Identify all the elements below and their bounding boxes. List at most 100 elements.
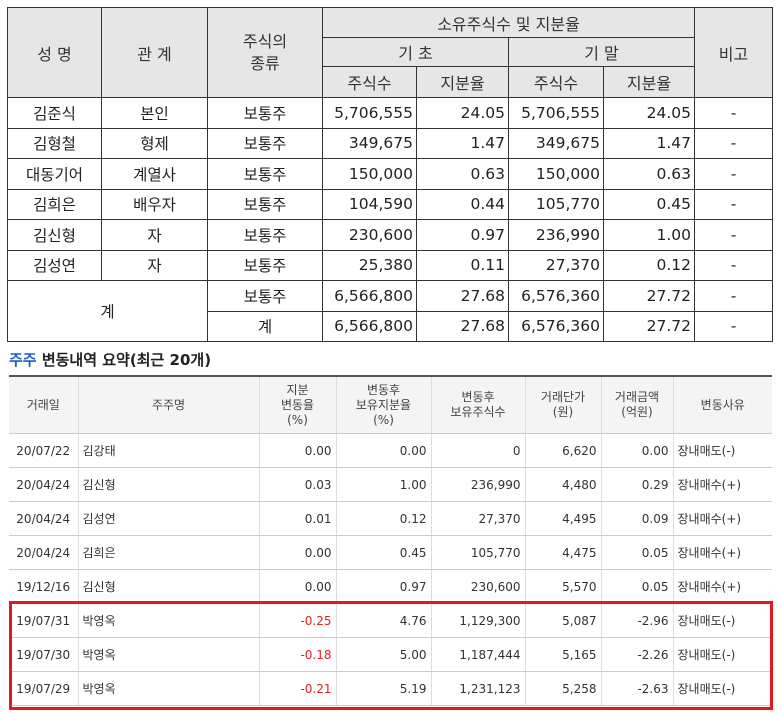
ratio-after: 0.00 [336,433,432,468]
end-shares: 349,675 [508,127,604,159]
change-holder: 박영옥 [78,637,260,672]
col-date: 거래일 [9,376,79,434]
remark: - [694,158,774,190]
shares-after: 0 [431,433,526,468]
col-holder: 주주명 [78,376,260,434]
ratio-after: 5.00 [336,637,432,672]
col-ratio-after: 변동후 보유지분율 (%) [336,376,432,434]
remark: - [694,127,774,159]
change-date: 19/07/31 [9,603,79,638]
trade-price: 4,475 [525,535,602,570]
total-stock-type: 보통주 [207,280,323,312]
total-end-shares: 6,576,360 [508,280,604,312]
change-row: 19/12/16 김신형 0.00 0.97 230,600 5,570 0.05 장내매수(… [9,569,772,604]
header-begin-ratio: 지분율 [416,66,509,98]
begin-shares: 104,590 [322,188,417,220]
total-begin-ratio: 27.68 [416,280,509,312]
ratio-after: 1.00 [336,467,432,502]
remark: - [694,97,774,129]
header-begin-shares: 주식수 [322,66,417,98]
total-begin-ratio: 27.68 [416,310,509,342]
stock-type: 보통주 [207,188,323,220]
remark: - [694,249,774,281]
header-name: 성 명 [7,7,102,98]
shareholding-row: 김희은 배우자 보통주 104,590 0.44 105,770 0.45- [7,188,774,220]
trade-amount: 0.05 [601,569,674,604]
change-ratio: -0.25 [259,603,337,638]
trade-amount: 0.05 [601,535,674,570]
section-title-accent[interactable]: 주주 [9,351,37,369]
change-date: 19/07/29 [9,671,79,706]
total-stock-type: 계 [207,310,323,342]
change-reason: 장내매수(+) [673,501,772,536]
begin-ratio: 0.44 [416,188,509,220]
change-holder: 김희은 [78,535,260,570]
total-remark: - [694,310,774,342]
col-amount: 거래금액 (억원) [601,376,674,434]
begin-ratio: 0.11 [416,249,509,281]
header-end-ratio: 지분율 [602,66,696,98]
trade-price: 5,570 [525,569,602,604]
trade-amount: 0.09 [601,501,674,536]
end-shares: 236,990 [508,219,604,251]
holder-name: 대동기어 [7,158,102,190]
change-ratio: 0.03 [259,467,337,502]
trade-price: 5,087 [525,603,602,638]
trade-amount: -2.26 [601,637,674,672]
change-ratio: -0.21 [259,671,337,706]
change-row: 19/07/31 박영옥 -0.25 4.76 1,129,300 5,087 -2.96 장… [9,603,772,638]
shares-after: 236,990 [431,467,526,502]
ratio-after: 0.97 [336,569,432,604]
shareholding-total-row: 계 보통주 6,566,800 27.68 6,576,360 27.72- [7,280,774,342]
change-reason: 장내매도(-) [673,603,772,638]
total-begin-shares: 6,566,800 [322,310,417,342]
shareholding-row: 김성연 자 보통주 25,380 0.11 27,370 0.12- [7,249,774,281]
col-shares-after: 변동후 보유주식수 [431,376,526,434]
end-shares: 5,706,555 [508,97,604,129]
ratio-after: 0.12 [336,501,432,536]
header-remark: 비고 [694,7,774,98]
shareholding-row: 김신형 자 보통주 230,600 0.97 236,990 1.00- [7,219,774,251]
change-holder: 김신형 [78,467,260,502]
col-price: 거래단가 (원) [525,376,602,434]
end-shares: 27,370 [508,249,604,281]
holder-relation: 계열사 [101,158,208,190]
change-holder: 박영옥 [78,671,260,706]
ratio-after: 5.19 [336,671,432,706]
end-ratio: 0.12 [602,249,696,281]
col-ratio-change: 지분 변동율 (%) [259,376,337,434]
begin-ratio: 24.05 [416,97,509,129]
change-ratio: -0.18 [259,637,337,672]
change-holder: 김강태 [78,433,260,468]
total-end-ratio: 27.72 [602,310,696,342]
shareholding-table-body: 김준식 본인 보통주 5,706,555 24.05 5,706,555 24.05- 김형철… [7,97,774,342]
change-row: 20/04/24 김신형 0.03 1.00 236,990 4,480 0.29 장내매수(… [9,467,772,502]
header-relation: 관 계 [101,7,208,98]
shares-after: 230,600 [431,569,526,604]
shareholder-changes-table: 거래일 주주명 지분 변동율 (%) 변동후 보유지분율 (%) 변동후 보유주… [9,375,772,706]
change-reason: 장내매수(+) [673,535,772,570]
header-end-shares: 주식수 [508,66,604,98]
ratio-after: 0.45 [336,535,432,570]
header-stock-type-text: 주식의 종류 [242,31,288,73]
trade-price: 4,480 [525,467,602,502]
header-begin: 기 초 [322,37,509,67]
stock-type: 보통주 [207,249,323,281]
holder-relation: 자 [101,249,208,281]
shares-after: 27,370 [431,501,526,536]
trade-price: 5,165 [525,637,602,672]
begin-shares: 150,000 [322,158,417,190]
col-reason: 변동사유 [673,376,772,434]
begin-ratio: 0.63 [416,158,509,190]
change-ratio: 0.01 [259,501,337,536]
end-ratio: 1.00 [602,219,696,251]
trade-amount: -2.96 [601,603,674,638]
stock-type: 보통주 [207,219,323,251]
shareholding-row: 김형철 형제 보통주 349,675 1.47 349,675 1.47- [7,127,774,159]
trade-price: 4,495 [525,501,602,536]
end-shares: 150,000 [508,158,604,190]
total-end-shares: 6,576,360 [508,310,604,342]
change-ratio: 0.00 [259,433,337,468]
holder-name: 김성연 [7,249,102,281]
change-row: 19/07/30 박영옥 -0.18 5.00 1,187,444 5,165 -2.26 장… [9,637,772,672]
